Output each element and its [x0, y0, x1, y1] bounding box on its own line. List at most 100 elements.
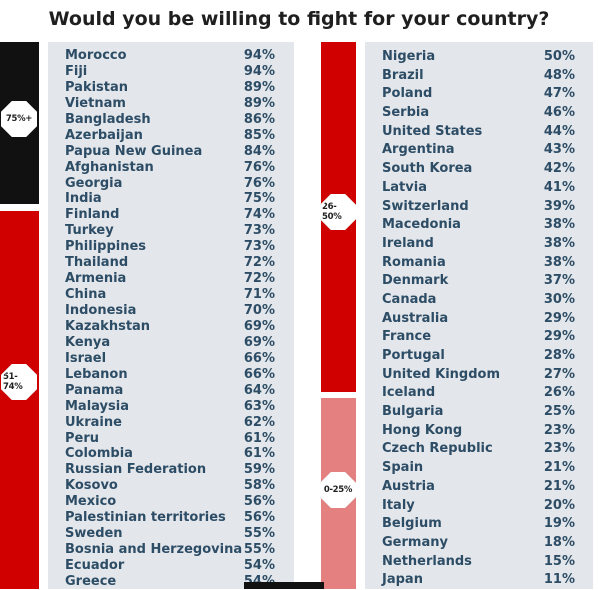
country-name: Sweden: [65, 526, 123, 542]
list-item: India 75%: [65, 191, 275, 207]
country-name: Nigeria: [382, 49, 436, 64]
badge-0-25: 0-25%: [320, 472, 356, 508]
list-item: Turkey 73%: [65, 223, 275, 239]
list-item: Lebanon 66%: [65, 367, 275, 383]
country-name: Bulgaria: [382, 404, 444, 420]
list-item: Australia 29%: [382, 310, 575, 329]
country-percent: 71%: [243, 287, 275, 303]
country-percent: 89%: [243, 79, 275, 95]
list-item: Hong Kong 23%: [382, 422, 575, 441]
country-name: Georgia: [65, 175, 123, 191]
country-percent: 29%: [543, 329, 575, 345]
badge-26-50: 26-50%: [320, 194, 356, 230]
country-name: Pakistan: [65, 79, 129, 95]
list-item: Latvia 41%: [382, 179, 575, 198]
country-name: Greece: [65, 573, 117, 589]
country-name: Ireland: [382, 235, 434, 251]
list-item: Morocco 94%: [65, 48, 275, 64]
list-item: Indonesia 70%: [65, 303, 275, 319]
country-name: Spain: [382, 460, 424, 476]
list-item: Portugal 28%: [382, 347, 575, 366]
left-country-list: Morocco 94% Fiji 94% Pakistan 89% Vietnam 89% Ba…: [65, 48, 275, 590]
country-percent: 28%: [543, 348, 575, 363]
badge-75-plus: 75%+: [1, 101, 37, 137]
list-item: Kosovo 58%: [65, 478, 275, 494]
country-percent: 94%: [243, 48, 275, 63]
badge-75-plus-label: 75%+: [3, 103, 35, 135]
list-item: Finland 74%: [65, 207, 275, 223]
list-item: Colombia 61%: [65, 446, 275, 462]
country-percent: 69%: [243, 334, 275, 350]
country-name: Armenia: [65, 271, 127, 287]
list-item: Ukraine 62%: [65, 415, 275, 431]
list-item: Malaysia 63%: [65, 399, 275, 415]
country-name: Hong Kong: [382, 422, 463, 438]
country-name: Philippines: [65, 239, 147, 255]
country-percent: 38%: [543, 217, 575, 233]
country-percent: 25%: [543, 404, 575, 420]
country-percent: 47%: [543, 86, 575, 102]
list-item: Ireland 38%: [382, 235, 575, 254]
country-percent: 62%: [243, 414, 275, 430]
list-item: Romania 38%: [382, 254, 575, 273]
country-percent: 30%: [543, 291, 575, 307]
list-item: Canada 30%: [382, 291, 575, 310]
list-item: Afghanistan 76%: [65, 160, 275, 176]
list-item: Kenya 69%: [65, 335, 275, 351]
country-percent: 23%: [543, 441, 575, 457]
list-item: Spain 21%: [382, 459, 575, 478]
country-percent: 50%: [543, 49, 575, 64]
list-item: Italy 20%: [382, 497, 575, 516]
country-name: Ukraine: [65, 414, 122, 430]
list-item: Vietnam 89%: [65, 96, 275, 112]
list-item: Austria 21%: [382, 478, 575, 497]
list-item: Brazil 48%: [382, 67, 575, 86]
country-percent: 18%: [543, 534, 575, 550]
country-name: Lebanon: [65, 366, 128, 382]
list-item: Georgia 76%: [65, 176, 275, 192]
list-item: Nigeria 50%: [382, 48, 575, 67]
country-name: Fiji: [65, 63, 88, 79]
country-percent: 84%: [243, 143, 275, 159]
country-percent: 76%: [243, 175, 275, 191]
badge-51-74: 51-74%: [1, 364, 37, 400]
country-name: Canada: [382, 291, 437, 307]
country-percent: 19%: [543, 516, 575, 532]
list-item: Poland 47%: [382, 85, 575, 104]
country-percent: 72%: [243, 271, 275, 287]
country-percent: 55%: [243, 542, 275, 558]
country-percent: 61%: [243, 430, 275, 446]
country-name: Finland: [65, 207, 120, 223]
country-percent: 61%: [243, 446, 275, 462]
country-name: Australia: [382, 310, 449, 326]
list-item: Belgium 19%: [382, 515, 575, 534]
country-percent: 66%: [243, 350, 275, 366]
country-name: Belgium: [382, 516, 442, 532]
country-name: Netherlands: [382, 553, 472, 569]
list-item: Bangladesh 86%: [65, 112, 275, 128]
country-name: Germany: [382, 534, 448, 550]
country-name: Latvia: [382, 179, 427, 195]
country-percent: 38%: [543, 235, 575, 251]
country-name: South Korea: [382, 161, 473, 177]
country-name: China: [65, 287, 107, 303]
country-name: Peru: [65, 430, 100, 446]
country-name: India: [65, 191, 102, 207]
country-percent: 29%: [543, 310, 575, 326]
country-percent: 26%: [543, 385, 575, 401]
country-name: Panama: [65, 382, 124, 398]
country-name: Kosovo: [65, 478, 118, 494]
left-panel: [48, 42, 294, 589]
country-percent: 58%: [243, 478, 275, 494]
country-percent: 39%: [543, 198, 575, 214]
country-percent: 69%: [243, 318, 275, 334]
country-percent: 73%: [243, 239, 275, 255]
list-item: Peru 61%: [65, 431, 275, 447]
country-percent: 73%: [243, 223, 275, 239]
country-percent: 44%: [543, 123, 575, 139]
list-item: Philippines 73%: [65, 239, 275, 255]
country-name: Ecuador: [65, 558, 125, 573]
list-item: Macedonia 38%: [382, 216, 575, 235]
country-name: United States: [382, 123, 483, 139]
list-item: Papua New Guinea 84%: [65, 144, 275, 160]
